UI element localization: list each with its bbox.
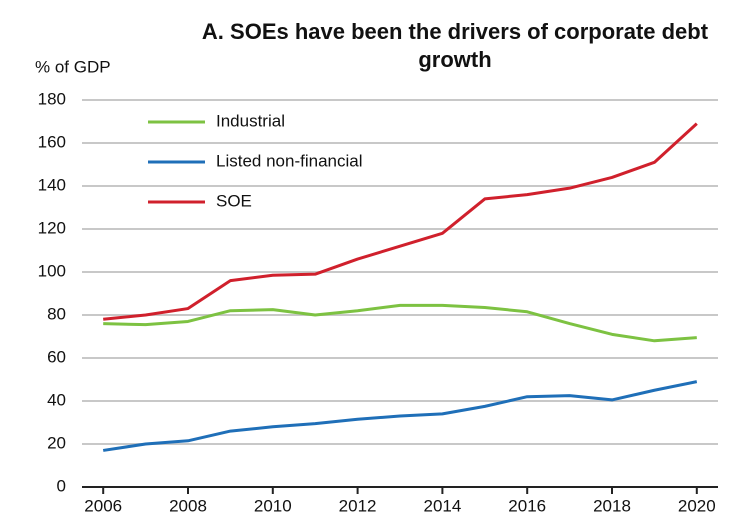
x-tick-label: 2016 xyxy=(508,496,546,515)
y-tick-label: 100 xyxy=(38,261,66,280)
x-tick-label: 2010 xyxy=(254,496,292,515)
y-tick-label: 60 xyxy=(47,347,66,366)
x-tick-label: 2014 xyxy=(423,496,461,515)
legend-label: Listed non-financial xyxy=(216,151,362,170)
y-tick-label: 180 xyxy=(38,89,66,108)
series-line xyxy=(102,380,698,452)
y-tick-label: 80 xyxy=(47,304,66,323)
y-tick-label: 120 xyxy=(38,218,66,237)
x-tick-label: 2018 xyxy=(593,496,631,515)
x-tick-label: 2006 xyxy=(84,496,122,515)
series-line xyxy=(103,303,697,343)
x-tick-label: 2012 xyxy=(339,496,377,515)
y-tick-label: 40 xyxy=(47,390,66,409)
legend-label: SOE xyxy=(216,191,252,210)
series-line xyxy=(103,122,698,321)
y-tick-label: 0 xyxy=(57,476,66,495)
y-axis-label: % of GDP xyxy=(35,57,111,76)
y-tick-label: 20 xyxy=(47,433,66,452)
x-tick-label: 2020 xyxy=(678,496,716,515)
legend-label: Industrial xyxy=(216,111,285,130)
y-tick-label: 140 xyxy=(38,175,66,194)
y-tick-label: 160 xyxy=(38,132,66,151)
chart-title: A. SOEs have been the drivers of corpora… xyxy=(201,19,709,72)
x-tick-label: 2008 xyxy=(169,496,207,515)
